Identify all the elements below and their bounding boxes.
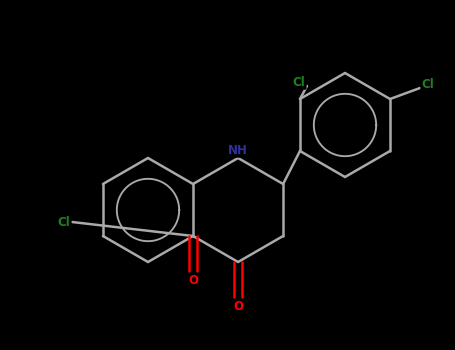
Text: Cl: Cl — [422, 77, 435, 91]
Text: NH: NH — [228, 144, 248, 156]
Text: Cl: Cl — [58, 216, 71, 229]
Text: O: O — [188, 274, 198, 287]
Text: Cl: Cl — [293, 76, 305, 89]
Text: O: O — [233, 301, 243, 314]
